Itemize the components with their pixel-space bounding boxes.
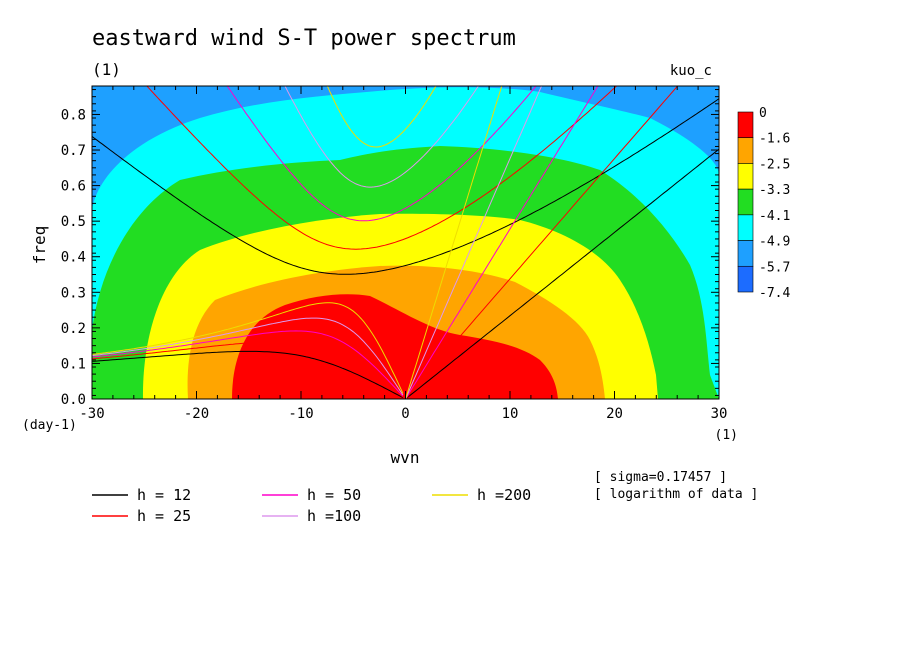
- legend: h = 12 h = 25 h = 50 h =100 h =200: [92, 486, 531, 525]
- y-tick-label: 0.0: [61, 392, 86, 408]
- colorbar-label: -1.6: [759, 132, 790, 147]
- chart-subtitle: (1): [92, 60, 121, 79]
- colorbar-swatch: [737, 163, 754, 190]
- y-tick-label: 0.6: [61, 179, 86, 195]
- colorbar-swatch: [737, 265, 754, 293]
- x-axis-label: wvn: [391, 448, 420, 467]
- y-axis-label: freq: [30, 226, 49, 265]
- y-tick-label: 0.2: [61, 321, 86, 337]
- y-axis: 0.0 0.1 0.2 0.3 0.4 0.5 0.6 0.7 0.8: [61, 89, 719, 408]
- dispersion-curve-kelvin-h200: [405, 86, 503, 399]
- chart-title: eastward wind S-T power spectrum: [92, 26, 516, 51]
- dispersion-curve-rossby-h200: [92, 302, 404, 394]
- legend-label-h12: h = 12: [137, 486, 191, 504]
- colorbar-label: -7.4: [759, 286, 790, 301]
- colorbar-swatch: [737, 240, 754, 267]
- x-tick-label: -30: [79, 406, 104, 422]
- dispersion-curve-kelvin-h50: [405, 86, 599, 399]
- note-sigma: [ sigma=0.17457 ]: [594, 470, 727, 485]
- y-tick-label: 0.8: [61, 107, 86, 123]
- y-tick-label: 0.4: [61, 250, 86, 266]
- x-tick-label: 10: [502, 406, 519, 422]
- dispersion-curve-gravity-h12: [92, 98, 719, 275]
- legend-label-h200: h =200: [477, 486, 531, 504]
- x-axis-unit: (1): [715, 428, 738, 443]
- x-tick-label: 30: [711, 406, 728, 422]
- x-tick-label: -20: [184, 406, 209, 422]
- dispersion-curve-gravity-h50: [226, 86, 537, 222]
- dispersion-curve-rossby-h25: [92, 341, 404, 398]
- plot-area: [92, 86, 719, 399]
- colorbar-swatch: [737, 137, 754, 164]
- dispersion-curves: [92, 86, 719, 399]
- colorbar-label: -4.9: [759, 235, 790, 250]
- x-tick-label: 20: [606, 406, 623, 422]
- colorbar-swatch: [737, 188, 754, 216]
- note-logarithm: [ logarithm of data ]: [594, 487, 758, 502]
- dispersion-curve-kelvin-h25: [405, 86, 679, 399]
- run-label: kuo_c: [670, 63, 712, 79]
- y-tick-label: 0.1: [61, 356, 86, 372]
- dispersion-curve-gravity-h200: [326, 86, 437, 148]
- colorbar-swatch: [737, 111, 754, 139]
- colorbar-label: -2.5: [759, 157, 790, 172]
- y-tick-label: 0.5: [61, 214, 86, 230]
- colorbar-label: -4.1: [759, 209, 790, 224]
- colorbar-swatch: [737, 214, 754, 241]
- x-tick-label: 0: [401, 406, 409, 422]
- dispersion-curve-gravity-h100: [284, 86, 480, 188]
- colorbar-label: -3.3: [759, 183, 790, 198]
- legend-label-h25: h = 25: [137, 507, 191, 525]
- dispersion-curve-kelvin-h100: [405, 86, 543, 399]
- colorbar-label: -5.7: [759, 260, 790, 275]
- y-tick-label: 0.7: [61, 143, 86, 159]
- dispersion-curve-rossby-h12: [92, 350, 404, 399]
- colorbar-label: 0: [759, 106, 767, 121]
- x-axis: -30 -20 -10 0 10 20 30: [79, 86, 727, 422]
- legend-label-h100: h =100: [307, 507, 361, 525]
- legend-label-h50: h = 50: [307, 486, 361, 504]
- contour-level-6: [232, 294, 558, 399]
- dispersion-curve-rossby-h50: [92, 330, 404, 397]
- dispersion-curve-rossby-h100: [92, 317, 404, 396]
- y-tick-label: 0.3: [61, 285, 86, 301]
- dispersion-curve-kelvin-h12: [405, 148, 719, 399]
- x-tick-label: -10: [288, 406, 313, 422]
- colorbar: 0 -1.6 -2.5 -3.3 -4.1 -4.9 -5.7 -7.4: [737, 106, 790, 301]
- y-axis-unit: (day-1): [22, 418, 77, 433]
